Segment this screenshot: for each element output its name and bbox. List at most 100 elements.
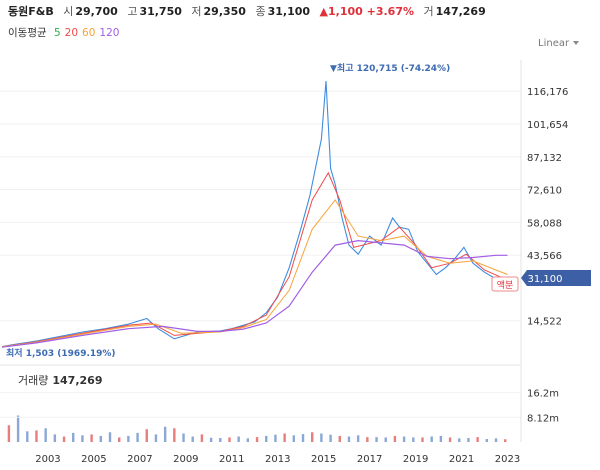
volume-bar	[384, 437, 387, 442]
volume-bar	[154, 434, 158, 442]
low-annotation: 최저 1,503 (1969.19%)	[6, 347, 116, 359]
volume-bar	[62, 436, 66, 442]
low-value: 29,350	[203, 5, 246, 18]
volume-bar	[494, 438, 498, 442]
low-label: 저	[191, 5, 202, 18]
volume-bar	[191, 436, 194, 442]
volume-bar	[347, 436, 351, 442]
moving-average-legend[interactable]: 이동평균 5 20 60 120	[8, 25, 123, 40]
x-tick-label: 2017	[357, 454, 382, 465]
scale-selector[interactable]: Linear	[538, 38, 580, 49]
price-tick-label: 101,654	[527, 120, 568, 131]
volume-bar	[412, 437, 415, 442]
ma-label: 이동평균	[8, 27, 47, 39]
volume-bar	[274, 434, 277, 442]
price-tag-value: 31,100	[528, 274, 563, 285]
ma-60[interactable]: 60	[82, 27, 96, 39]
volume-tick-label: 16.2m	[527, 389, 559, 400]
volume-bar	[219, 438, 222, 442]
volume-bar	[117, 437, 121, 442]
volume-bar	[467, 438, 470, 442]
price-tick-label: 87,132	[527, 153, 562, 164]
badge-label: 액분	[497, 279, 514, 291]
volume-bar	[329, 434, 332, 442]
volume-bar	[356, 435, 360, 442]
scale-selector-label: Linear	[538, 38, 570, 49]
price-series-line	[1, 171, 508, 348]
volume-bar	[163, 426, 167, 442]
x-tick-label: 2011	[219, 454, 244, 465]
volume-bar	[402, 436, 406, 442]
current-price-tag: 31,100	[521, 270, 591, 286]
volume-bar	[35, 430, 38, 442]
chevron-down-icon	[573, 41, 580, 45]
volume-bar	[108, 432, 112, 442]
price-tick-label: 116,176	[527, 87, 568, 98]
high-value: 31,750	[139, 5, 182, 18]
stock-name: 동원F&B	[8, 5, 54, 18]
open-label: 시	[63, 5, 74, 18]
volume-bar	[237, 436, 240, 442]
price-tick-label: 72,610	[527, 186, 562, 197]
change-value: ▲1,100 +3.67%	[319, 5, 415, 18]
volume-bar	[255, 437, 259, 442]
volume-bar	[26, 431, 29, 442]
volume-bar	[485, 438, 489, 442]
volume-bar	[173, 428, 176, 442]
volume-bar	[366, 437, 369, 442]
volume-bar	[72, 432, 75, 442]
price-tick-label: 14,522	[527, 317, 562, 328]
price-series-line	[1, 80, 508, 348]
price-tick-label: 58,088	[527, 218, 562, 229]
volume-bar	[320, 433, 323, 442]
volume-bar	[90, 434, 93, 442]
x-tick-label: 2007	[127, 454, 152, 465]
ma-120[interactable]: 120	[99, 27, 120, 39]
volume-bar	[7, 425, 11, 442]
volume-panel-label: 거래량	[18, 374, 49, 387]
volume-label: 거	[423, 5, 434, 18]
volume-bar	[16, 415, 20, 442]
volume-bar	[200, 434, 204, 442]
volume-panel-value: 147,269	[52, 374, 103, 387]
x-tick-label: 2015	[311, 454, 336, 465]
x-tick-label: 2023	[495, 454, 520, 465]
price-series-line	[1, 239, 508, 348]
badge: 액분	[491, 276, 519, 292]
volume-bar	[145, 429, 148, 442]
volume-bar	[393, 435, 397, 442]
volume-bar	[44, 428, 47, 442]
open-value: 29,700	[75, 5, 118, 18]
close-label: 종	[255, 5, 266, 18]
volume-bar	[228, 437, 231, 442]
volume-bar	[338, 435, 341, 442]
volume-bar	[448, 437, 452, 442]
volume-bar	[439, 435, 443, 442]
quote-header: 동원F&B 시 29,700 고 31,750 저 29,350 종 31,100 ▲1…	[8, 3, 486, 19]
volume-bar	[283, 433, 286, 442]
volume-bar	[182, 433, 185, 442]
volume-bar	[99, 435, 103, 442]
volume-bar	[53, 434, 57, 442]
x-tick-label: 2003	[35, 454, 60, 465]
volume-bar	[292, 435, 296, 442]
x-tick-label: 2019	[403, 454, 428, 465]
ma-20[interactable]: 20	[64, 27, 79, 39]
volume-panel-title: 거래량 147,269	[18, 372, 102, 388]
x-tick-label: 2005	[81, 454, 106, 465]
volume-bar	[246, 438, 250, 442]
close-value: 31,100	[267, 5, 311, 18]
volume-bar	[136, 432, 139, 442]
high-annotation: ▼최고 120,715 (-74.24%)	[330, 62, 450, 74]
volume-bar	[311, 432, 314, 442]
volume-bar	[209, 437, 213, 442]
volume-bar	[81, 435, 84, 442]
volume-bar	[504, 439, 507, 442]
x-tick-label: 2009	[173, 454, 198, 465]
ma-5[interactable]: 5	[53, 27, 61, 39]
volume-bar	[476, 437, 479, 442]
volume-bar	[458, 438, 461, 442]
x-tick-label: 2013	[265, 454, 290, 465]
